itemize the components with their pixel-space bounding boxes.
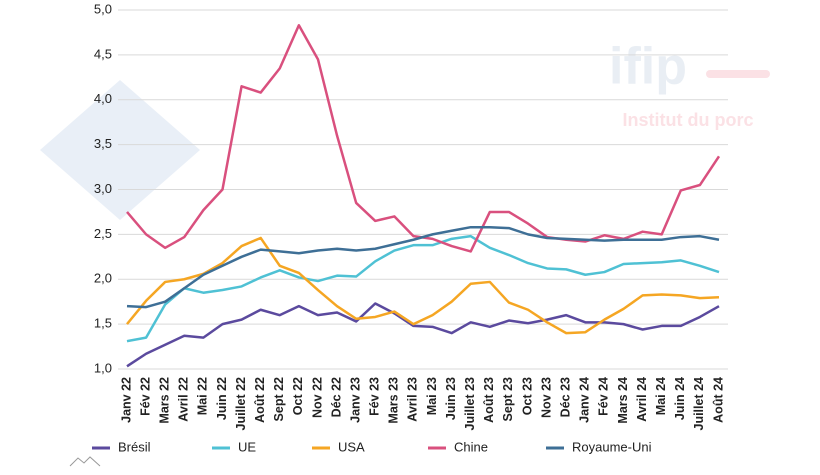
x-tick-label: Juillet 23 xyxy=(463,377,477,431)
x-tick-label: Juin 24 xyxy=(673,377,687,420)
x-tick-label: Fév 22 xyxy=(138,377,152,416)
x-tick-label: Fév 23 xyxy=(368,377,382,416)
legend-label: Brésil xyxy=(118,439,151,454)
x-tick-label: Déc 22 xyxy=(329,377,343,417)
legend-label: Chine xyxy=(454,439,488,454)
watermark-bar xyxy=(706,70,770,78)
y-tick-label: 5,0 xyxy=(94,1,112,16)
x-tick-label: Juin 23 xyxy=(444,377,458,420)
watermark-title: ifip xyxy=(609,38,687,96)
x-tick-label: Mars 23 xyxy=(387,377,401,424)
x-tick-label: Juin 22 xyxy=(215,377,229,420)
x-tick-label: Avril 22 xyxy=(177,377,191,422)
y-tick-label: 1,5 xyxy=(94,316,112,331)
x-tick-label: Avril 23 xyxy=(406,377,420,422)
y-tick-label: 4,0 xyxy=(94,91,112,106)
y-tick-label: 4,5 xyxy=(94,46,112,61)
x-tick-label: Janv 22 xyxy=(119,377,133,423)
y-tick-label: 3,5 xyxy=(94,136,112,151)
x-tick-label: Juillet 24 xyxy=(692,377,706,431)
series-line xyxy=(126,234,720,343)
series-line xyxy=(126,225,720,309)
x-tick-label: Avril 24 xyxy=(635,377,649,422)
x-tick-label: Mai 23 xyxy=(425,377,439,415)
x-tick-label: Mai 22 xyxy=(196,377,210,415)
series-line xyxy=(126,302,720,368)
x-tick-label: Nov 23 xyxy=(539,377,553,418)
y-tick-label: 1,0 xyxy=(94,360,112,375)
x-tick-label: Janv 24 xyxy=(578,377,592,423)
x-tick-label: Sept 22 xyxy=(272,377,286,422)
legend-label: USA xyxy=(338,439,365,454)
x-tick-label: Juillet 22 xyxy=(234,377,248,431)
x-tick-label: Sept 23 xyxy=(501,377,515,422)
x-tick-label: Oct 23 xyxy=(520,377,534,415)
x-tick-label: Mars 24 xyxy=(616,377,630,424)
x-tick-label: Mars 22 xyxy=(157,377,171,424)
x-tick-label: Août 22 xyxy=(253,377,267,423)
x-tick-label: Oct 22 xyxy=(291,377,305,415)
x-tick-label: Mai 24 xyxy=(654,377,668,415)
legend-label: Royaume-Uni xyxy=(572,439,652,454)
x-tick-label: Nov 22 xyxy=(310,377,324,418)
series-line xyxy=(126,236,720,335)
x-tick-label: Fév 24 xyxy=(597,377,611,416)
x-tick-label: Août 23 xyxy=(482,377,496,423)
x-tick-label: Janv 23 xyxy=(348,377,362,423)
watermark-subtitle: Institut du porc xyxy=(623,110,754,130)
x-tick-label: Août 24 xyxy=(711,377,725,423)
y-tick-label: 2,5 xyxy=(94,226,112,241)
watermark-logo xyxy=(40,80,200,220)
x-tick-label: Déc 23 xyxy=(559,377,573,417)
legend-label: UE xyxy=(238,439,256,454)
y-tick-label: 2,0 xyxy=(94,271,112,286)
logo-icon xyxy=(69,456,101,467)
y-tick-label: 3,0 xyxy=(94,181,112,196)
